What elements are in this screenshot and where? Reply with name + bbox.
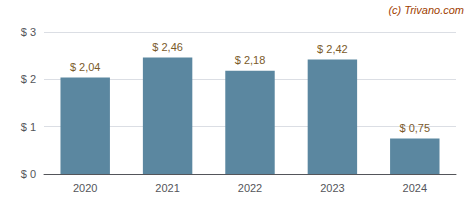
svg-text:$ 3: $ 3 [21, 26, 36, 38]
svg-text:2020: 2020 [73, 182, 97, 194]
svg-text:2022: 2022 [238, 182, 262, 194]
svg-text:$ 2,18: $ 2,18 [235, 54, 266, 66]
svg-text:$ 0: $ 0 [21, 168, 36, 180]
svg-text:2023: 2023 [320, 182, 344, 194]
svg-text:$ 2: $ 2 [21, 73, 36, 85]
svg-text:(c) Trivano.com: (c) Trivano.com [388, 4, 464, 16]
svg-text:2024: 2024 [403, 182, 427, 194]
svg-text:$ 0,75: $ 0,75 [400, 122, 431, 134]
svg-text:$ 1: $ 1 [21, 121, 36, 133]
svg-text:$ 2,42: $ 2,42 [317, 43, 348, 55]
svg-text:2021: 2021 [155, 182, 179, 194]
svg-text:$ 2,46: $ 2,46 [152, 41, 183, 53]
svg-text:$ 2,04: $ 2,04 [70, 61, 101, 73]
